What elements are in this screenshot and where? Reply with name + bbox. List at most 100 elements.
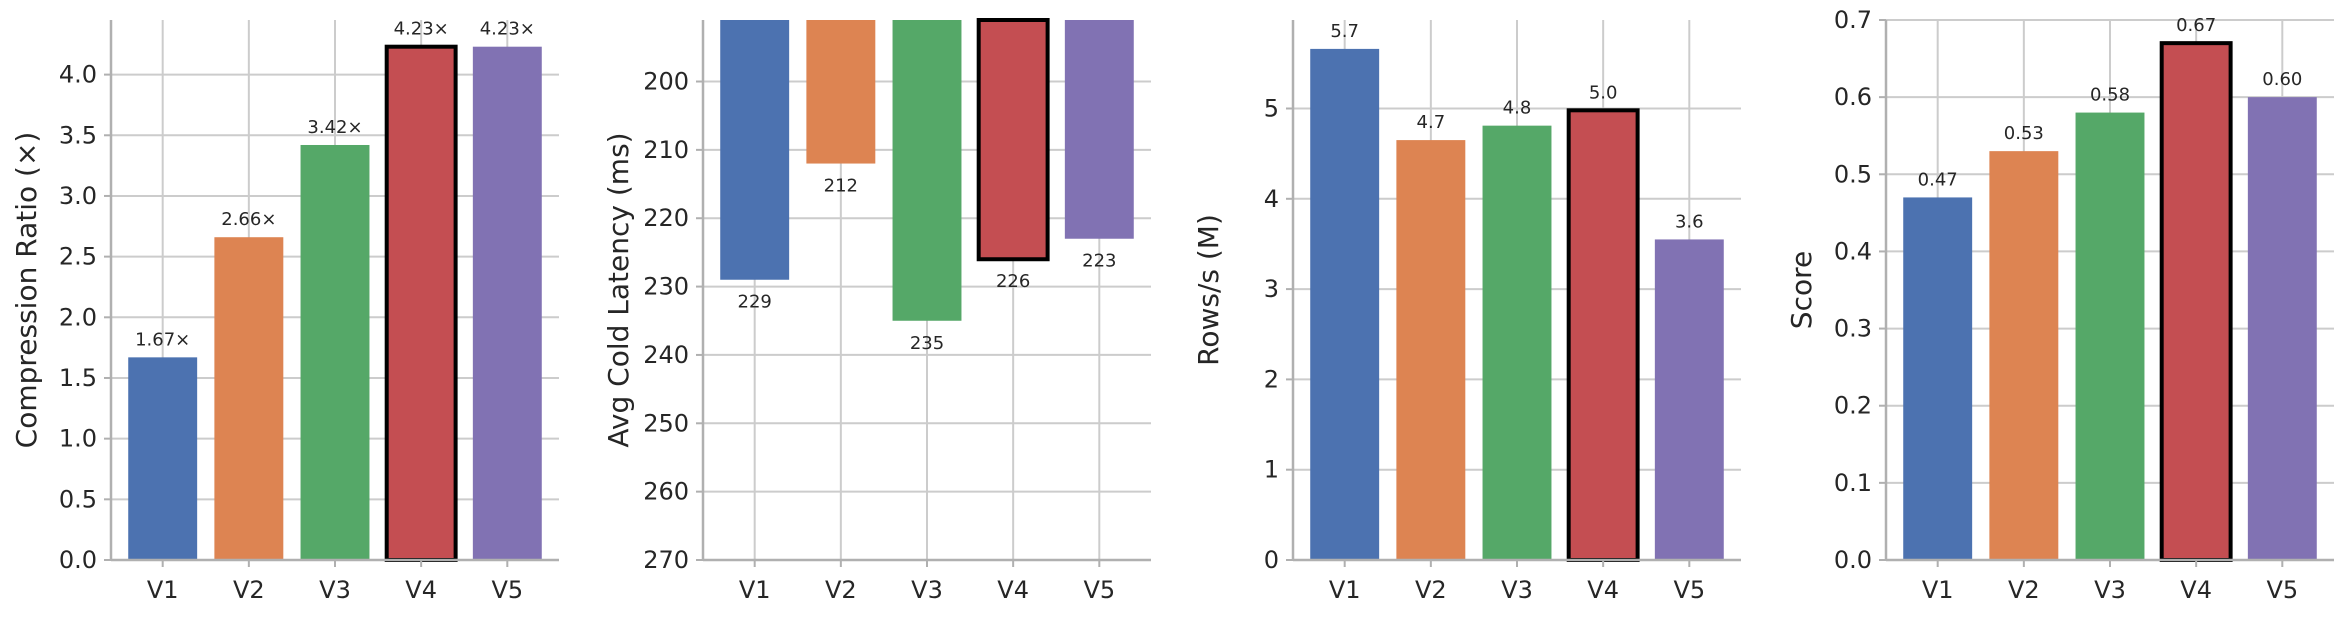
data-label: 0.67 — [2176, 15, 2216, 36]
highlight-outline — [976, 18, 1050, 262]
y-tick-label: 4 — [1264, 185, 1279, 213]
x-tick-label: V5 — [1673, 576, 1705, 604]
x-tick-label: V2 — [2008, 576, 2040, 604]
x-tick-label: V4 — [997, 576, 1029, 604]
bar-v1 — [128, 357, 198, 560]
data-label: 0.53 — [2004, 123, 2044, 144]
data-label: 4.8 — [1503, 98, 1532, 119]
data-label: 1.67× — [135, 329, 190, 350]
data-label: 226 — [996, 271, 1030, 292]
x-tick-label: V2 — [825, 576, 857, 604]
y-tick-label: 0 — [1264, 546, 1279, 574]
y-tick-label: 260 — [643, 478, 689, 506]
bar-v3 — [892, 20, 962, 321]
y-tick-label: 0.2 — [1834, 392, 1872, 420]
y-tick-label: 0.4 — [1834, 237, 1872, 265]
chart-panel-4: 0.0 0.1 0.2 0.3 0.4 0.5 0.6 0.7 V1 V2 V3 V4 V5 0.47 0.… — [1785, 6, 2334, 604]
y-tick-label: 230 — [643, 273, 689, 301]
y-tick-label: 2.0 — [59, 303, 97, 331]
y-tick-label: 2 — [1264, 365, 1279, 393]
x-tick-label: V1 — [1329, 576, 1361, 604]
y-tick-label: 240 — [643, 341, 689, 369]
x-tick-label: V4 — [405, 576, 437, 604]
bar-v1 — [1903, 197, 1973, 560]
x-tick-label: V3 — [1501, 576, 1533, 604]
y-tick-label: 0.5 — [1834, 160, 1872, 188]
y-tick-label: 3.0 — [59, 182, 97, 210]
bar-v1 — [720, 20, 790, 280]
y-axis-title: Compression Ratio (×) — [10, 132, 43, 449]
bar-v3 — [2075, 112, 2145, 561]
bar-v4 — [386, 46, 456, 560]
bar-v3 — [1482, 125, 1552, 561]
data-label: 3.6 — [1675, 211, 1704, 232]
y-tick-label: 2.5 — [59, 243, 97, 271]
y-tick-label: 210 — [643, 136, 689, 164]
bar-v3 — [300, 144, 370, 560]
y-tick-label: 0.3 — [1834, 315, 1872, 343]
y-tick-label: 1.0 — [59, 425, 97, 453]
bar-v2 — [1989, 151, 2059, 560]
x-tick-label: V1 — [739, 576, 771, 604]
data-label: 212 — [824, 176, 858, 197]
bar-v4 — [978, 20, 1048, 260]
bar-v4 — [1568, 110, 1638, 561]
chart-panel-3: 0 1 2 3 4 5 V1 V2 V3 V4 V5 5.7 4.7 4.8 5.0 3.6 Rows/s (M… — [1192, 20, 1741, 604]
data-label: 235 — [910, 333, 944, 354]
x-tick-label: V3 — [319, 576, 351, 604]
x-tick-label: V5 — [2266, 576, 2298, 604]
y-tick-label: 5 — [1264, 94, 1279, 122]
y-tick-label: 0.0 — [1834, 546, 1872, 574]
x-tick-label: V3 — [2094, 576, 2126, 604]
x-tick-label: V4 — [1587, 576, 1619, 604]
y-tick-label: 0.6 — [1834, 83, 1872, 111]
y-axis-title: Avg Cold Latency (ms) — [602, 132, 635, 447]
bar-v5 — [472, 46, 542, 560]
data-label: 223 — [1082, 251, 1116, 272]
bar-v5 — [2247, 97, 2317, 561]
y-tick-label: 4.0 — [59, 61, 97, 89]
y-tick-label: 250 — [643, 409, 689, 437]
chart-panel-1: 0.0 0.5 1.0 1.5 2.0 2.5 3.0 3.5 4.0 V1 V2 V3 V4 V5 1.6… — [10, 19, 559, 604]
data-label: 4.7 — [1417, 112, 1446, 133]
y-tick-label: 0.7 — [1834, 6, 1872, 34]
bar-v5 — [1654, 239, 1724, 560]
data-label: 4.23× — [394, 19, 449, 40]
data-label: 0.47 — [1918, 169, 1958, 190]
y-tick-label: 0.1 — [1834, 469, 1872, 497]
y-axis-title: Rows/s (M) — [1192, 214, 1225, 366]
chart-panel-2: 200 210 220 230 240 250 260 270 V1 V2 V3 V4 V5 229 212… — [602, 18, 1151, 604]
data-label: 3.42× — [307, 117, 362, 138]
x-tick-label: V5 — [1083, 576, 1115, 604]
y-tick-label: 1 — [1264, 456, 1279, 484]
x-tick-label: V3 — [911, 576, 943, 604]
y-tick-label: 200 — [643, 68, 689, 96]
bar-v4 — [2161, 43, 2231, 560]
data-label: 0.60 — [2262, 69, 2302, 90]
bar-v5 — [1064, 20, 1134, 239]
data-label: 4.23× — [480, 19, 535, 40]
y-tick-label: 270 — [643, 546, 689, 574]
bar-v2 — [806, 20, 876, 164]
y-axis-title: Score — [1785, 251, 1818, 329]
x-tick-label: V1 — [147, 576, 179, 604]
bar-v1 — [1310, 48, 1380, 560]
bar-v2 — [214, 237, 284, 560]
data-label: 5.0 — [1589, 82, 1618, 103]
y-tick-label: 0.5 — [59, 485, 97, 513]
bar-v2 — [1396, 140, 1466, 560]
data-label: 229 — [738, 292, 772, 313]
x-tick-label: V2 — [233, 576, 265, 604]
x-tick-label: V2 — [1415, 576, 1447, 604]
x-tick-label: V4 — [2180, 576, 2212, 604]
data-label: 5.7 — [1330, 21, 1359, 42]
y-tick-label: 3.5 — [59, 121, 97, 149]
x-tick-label: V5 — [491, 576, 523, 604]
x-tick-label: V1 — [1922, 576, 1954, 604]
data-label: 2.66× — [221, 209, 276, 230]
y-tick-label: 0.0 — [59, 546, 97, 574]
y-tick-label: 3 — [1264, 275, 1279, 303]
y-tick-label: 1.5 — [59, 364, 97, 392]
y-tick-label: 220 — [643, 204, 689, 232]
